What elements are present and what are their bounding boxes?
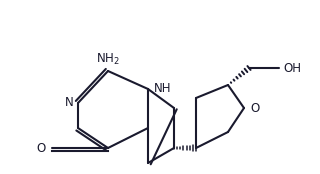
Text: NH: NH (154, 82, 172, 96)
Text: N: N (65, 97, 74, 109)
Text: O: O (250, 101, 259, 114)
Text: O: O (37, 141, 46, 155)
Text: NH$_2$: NH$_2$ (96, 52, 120, 67)
Text: OH: OH (283, 61, 301, 74)
